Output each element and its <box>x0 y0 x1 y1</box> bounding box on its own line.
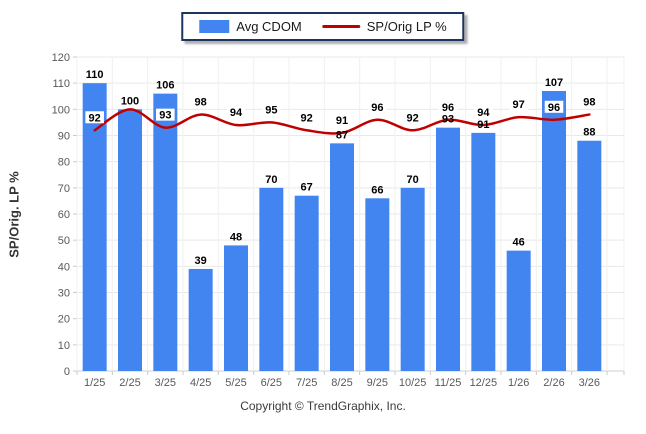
y-tick-label: 30 <box>58 288 70 300</box>
y-tick-label: 100 <box>52 104 70 116</box>
x-tick-label: 11/25 <box>435 377 462 389</box>
line-value-label: 98 <box>195 97 207 109</box>
y-tick-label: 120 <box>52 52 70 64</box>
x-tick-label: 1/26 <box>508 377 529 389</box>
x-tick-label: 6/25 <box>261 377 282 389</box>
x-tick-label: 9/25 <box>367 377 388 389</box>
line-value-label: 91 <box>336 115 348 127</box>
bar-swatch-icon <box>199 20 230 33</box>
line-value-labels: 92 93 98 94 95 92 91 96 92 96 94 97 96 98 <box>85 95 599 127</box>
bar-value-label: 87 <box>336 129 348 141</box>
line-value-label: 97 <box>513 99 525 111</box>
legend: Avg CDOM SP/Orig LP % <box>181 12 465 41</box>
bar-value-label: 107 <box>545 77 563 89</box>
y-tick-label: 50 <box>58 235 70 247</box>
trend-line <box>93 108 591 135</box>
y-tick-label: 90 <box>58 131 70 143</box>
line-value-label: 95 <box>265 104 277 116</box>
y-tick-label: 80 <box>58 157 70 169</box>
bar <box>82 83 107 372</box>
bars <box>82 83 602 372</box>
y-tick-label: 0 <box>64 366 70 378</box>
copyright-text: Copyright © TrendGraphix, Inc. <box>240 399 406 413</box>
bar-value-label: 106 <box>156 80 174 92</box>
line-value-label: 96 <box>371 102 383 114</box>
bar <box>365 198 390 371</box>
y-tick-labels: 0 10 20 30 40 50 60 70 80 90 100 110 120 <box>52 52 70 378</box>
x-tick-label: 3/25 <box>155 377 176 389</box>
bar-value-label: 48 <box>230 231 242 243</box>
line-value-label: 92 <box>407 112 419 124</box>
bar <box>577 140 602 371</box>
x-tick-label: 7/25 <box>296 377 317 389</box>
line-value-label: 92 <box>301 112 313 124</box>
x-gridlines <box>76 57 625 375</box>
line-value-label: 98 <box>583 97 595 109</box>
line-swatch-icon <box>321 25 360 28</box>
bar-value-label: 70 <box>265 174 277 186</box>
y-tick-label: 110 <box>52 78 70 90</box>
x-tick-labels: 1/25 2/25 3/25 4/25 5/25 6/25 7/25 8/25 9/25 10/2… <box>84 377 600 389</box>
bar <box>294 195 319 371</box>
bar-value-label: 66 <box>371 184 383 196</box>
bar <box>471 132 496 371</box>
x-tick-label: 2/25 <box>119 377 140 389</box>
line-value-label: 93 <box>159 110 171 122</box>
line-value-label: 94 <box>477 107 490 119</box>
bar <box>436 127 460 372</box>
x-tick-label: 2/26 <box>543 377 564 389</box>
bar <box>224 245 248 371</box>
bar <box>259 187 284 371</box>
x-tick-label: 10/25 <box>399 377 427 389</box>
bar-value-labels: 110 100 106 39 48 70 67 87 66 70 93 91 46 107 88 <box>86 69 596 267</box>
y-tick-label: 70 <box>58 183 70 195</box>
y-axis-title: SP/Orig. LP % <box>6 171 22 258</box>
legend-label: Avg CDOM <box>236 19 302 34</box>
y-tick-label: 40 <box>58 261 70 273</box>
bar <box>400 187 425 371</box>
bar <box>330 143 354 371</box>
y-tick-label: 10 <box>58 340 70 352</box>
bar-value-label: 88 <box>583 127 595 139</box>
bar-value-label: 67 <box>301 182 313 194</box>
bar <box>118 109 142 371</box>
x-tick-label: 5/25 <box>225 377 246 389</box>
line-value-label: 92 <box>89 112 101 124</box>
x-tick-label: 4/25 <box>190 377 211 389</box>
legend-item-sp-orig-lp: SP/Orig LP % <box>321 19 447 34</box>
x-tick-label: 3/26 <box>579 377 600 389</box>
bar <box>506 250 531 371</box>
bar <box>153 93 178 371</box>
bar-value-label: 93 <box>442 114 454 126</box>
bar-value-label: 46 <box>513 237 525 249</box>
legend-item-avg-cdom: Avg CDOM <box>199 19 302 34</box>
line-value-label: 96 <box>442 102 454 114</box>
bar-value-label: 110 <box>86 69 104 81</box>
y-tick-label: 20 <box>58 314 70 326</box>
bar-value-label: 39 <box>195 255 207 267</box>
bar <box>542 91 566 372</box>
bar-value-label: 100 <box>121 95 139 107</box>
bar <box>188 268 213 371</box>
line-value-label: 94 <box>230 107 243 119</box>
x-tick-label: 8/25 <box>331 377 352 389</box>
trend-line-path <box>93 108 591 135</box>
bar-value-label: 70 <box>407 174 419 186</box>
x-tick-label: 12/25 <box>470 377 498 389</box>
bar-value-label: 91 <box>477 119 489 131</box>
legend-label: SP/Orig LP % <box>366 19 447 34</box>
x-tick-label: 1/25 <box>84 377 105 389</box>
y-tick-label: 60 <box>58 209 70 221</box>
line-value-label: 96 <box>548 102 560 114</box>
